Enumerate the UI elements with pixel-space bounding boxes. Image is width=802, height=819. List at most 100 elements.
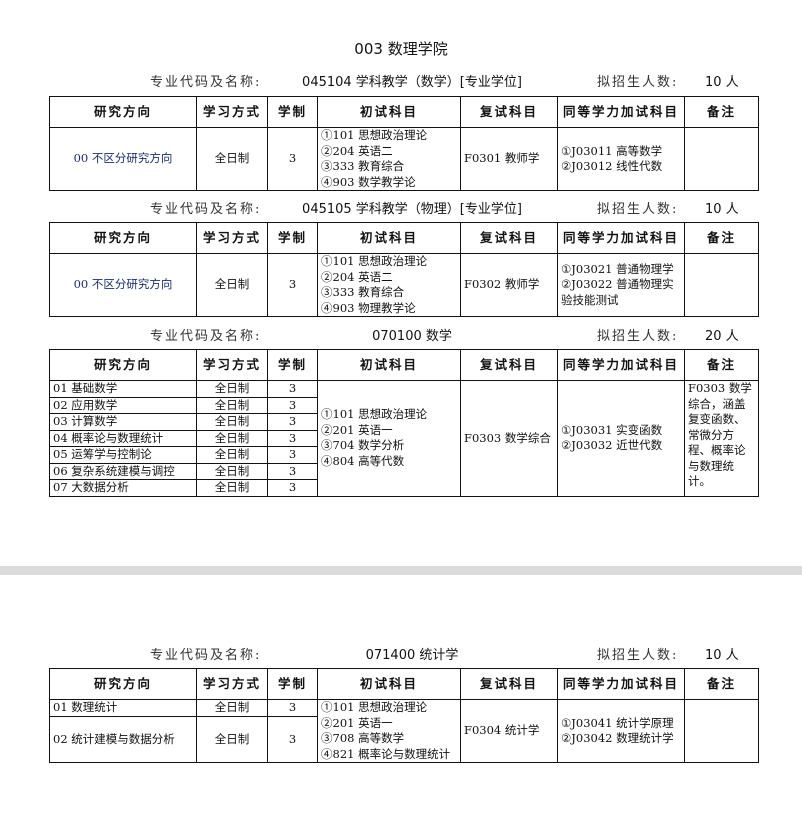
column-header: 复试科目 xyxy=(460,96,558,128)
column-header: 研究方向 xyxy=(49,349,197,381)
study-years: 3 xyxy=(267,413,318,431)
extra-exam-subjects: ①J03041 统计学原理 ②J03042 数理统计学 xyxy=(557,699,685,763)
initial-exam-subjects: ①101 思想政治理论 ②204 英语二 ③333 教育综合 ④903 数学教学论 xyxy=(317,127,461,191)
column-header: 初试科目 xyxy=(317,349,461,381)
quota-label: 拟招生人数: xyxy=(597,75,679,90)
retest-subject: F0303 数学综合 xyxy=(460,380,558,497)
study-mode: 全日制 xyxy=(196,429,268,447)
study-years: 3 xyxy=(267,396,318,414)
extra-subject: ①J03031 实变函数 xyxy=(561,422,663,437)
column-header: 备注 xyxy=(684,222,759,254)
exam-subject: ④903 物理教学论 xyxy=(321,300,416,315)
research-direction: 01 基础数学 xyxy=(49,380,197,398)
extra-subject: ①J03011 高等数学 xyxy=(561,143,663,158)
table-row: 00 不区分研究方向 全日制 3 ①101 思想政治理论 ②204 英语二 ③333 教育… xyxy=(49,127,759,191)
exam-subject: ③333 教育综合 xyxy=(321,159,405,173)
exam-subject: ④903 数学教学论 xyxy=(321,174,416,189)
table-row: 01 基础数学 全日制 3 ①101 思想政治理论 ②201 英语一 ③704 数学分析 ④… xyxy=(49,380,759,497)
study-mode: 全日制 xyxy=(196,380,268,398)
extra-subject: ①J03021 普通物理学 xyxy=(561,261,674,276)
study-years: 3 xyxy=(267,380,318,398)
study-mode: 全日制 xyxy=(196,446,268,464)
exam-subject: ①101 思想政治理论 xyxy=(321,700,428,715)
quota-label: 拟招生人数: xyxy=(597,648,679,663)
column-header: 复试科目 xyxy=(460,668,558,700)
page-separator xyxy=(0,566,802,575)
study-years: 3 xyxy=(267,715,318,764)
extra-subject: ①J03041 统计学原理 xyxy=(561,715,674,730)
column-header: 复试科目 xyxy=(460,222,558,254)
retest-subject: F0304 统计学 xyxy=(460,699,558,763)
major-label: 专业代码及名称: xyxy=(150,648,262,663)
major-info: 专业代码及名称: 045105 学科教学（物理）[专业学位] 拟招生人数: 10 人 xyxy=(0,198,802,217)
column-header: 学习方式 xyxy=(196,222,268,254)
quota-value: 20 人 xyxy=(705,329,739,344)
exam-subject: ②204 英语二 xyxy=(321,269,393,284)
program-table: 研究方向 学习方式 学制 初试科目 复试科目 同等学力加试科目 备注 01 数理统计 全日制 3 ①… xyxy=(49,668,759,764)
major-info: 专业代码及名称: 071400 统计学 拟招生人数: 10 人 xyxy=(0,644,802,663)
initial-exam-subjects: ①101 思想政治理论 ②204 英语二 ③333 教育综合 ④903 物理教学论 xyxy=(317,253,461,317)
extra-exam-subjects: ①J03011 高等数学 ②J03012 线性代数 xyxy=(557,127,685,191)
remarks: F0303 数学综合，涵盖复变函数、常微分方程、概率论与数理统计。 xyxy=(684,380,759,497)
study-years: 3 xyxy=(267,446,318,464)
table-row: 04 概率论与数理统计 全日制 3 xyxy=(49,429,759,447)
research-direction: 05 运筹学与控制论 xyxy=(49,446,197,464)
study-mode: 全日制 xyxy=(196,699,268,717)
column-header: 学制 xyxy=(267,96,318,128)
extra-subject: ②J03012 线性代数 xyxy=(561,159,663,173)
major-info: 专业代码及名称: 070100 数学 拟招生人数: 20 人 xyxy=(0,325,802,344)
major-name: 045105 学科教学（物理）[专业学位] xyxy=(302,202,522,217)
extra-exam-subjects: ①J03021 普通物理学 ②J03022 普通物理实验技能测试 xyxy=(557,253,685,317)
header-row: 研究方向 学习方式 学制 初试科目 复试科目 同等学力加试科目 备注 xyxy=(49,222,759,254)
header-row: 研究方向 学习方式 学制 初试科目 复试科目 同等学力加试科目 备注 xyxy=(49,96,759,128)
major-info: 专业代码及名称: 045104 学科教学（数学）[专业学位] 拟招生人数: 10 人 xyxy=(0,71,802,90)
table-row: 05 运筹学与控制论 全日制 3 xyxy=(49,446,759,464)
study-years: 3 xyxy=(267,699,318,717)
study-years: 3 xyxy=(267,127,318,191)
program-table: 研究方向 学习方式 学制 初试科目 复试科目 同等学力加试科目 备注 00 不区分研究方向 全日… xyxy=(49,222,759,317)
remarks xyxy=(684,127,759,191)
table-row: 02 统计建模与数据分析 全日制 3 xyxy=(49,715,759,764)
column-header: 学制 xyxy=(267,668,318,700)
program-table: 研究方向 学习方式 学制 初试科目 复试科目 同等学力加试科目 备注 00 不区分研究方向 全日… xyxy=(49,96,759,191)
program-table: 研究方向 学习方式 学制 初试科目 复试科目 同等学力加试科目 备注 01 基础数学 全日制 3 ①… xyxy=(49,349,759,497)
study-mode: 全日制 xyxy=(196,479,268,497)
study-mode: 全日制 xyxy=(196,396,268,414)
research-direction: 07 大数据分析 xyxy=(49,479,197,497)
column-header: 复试科目 xyxy=(460,349,558,381)
research-direction: 01 数理统计 xyxy=(49,699,197,717)
extra-subject: ②J03022 普通物理实验技能测试 xyxy=(561,277,674,307)
column-header: 初试科目 xyxy=(317,96,461,128)
major-name: 071400 统计学 xyxy=(365,648,459,663)
quota-label: 拟招生人数: xyxy=(597,202,679,217)
major-name: 070100 数学 xyxy=(372,329,452,344)
table-row: 07 大数据分析 全日制 3 xyxy=(49,479,759,497)
column-header: 备注 xyxy=(684,349,759,381)
study-years: 3 xyxy=(267,479,318,497)
quota-value: 10 人 xyxy=(705,648,739,663)
research-direction: 06 复杂系统建模与调控 xyxy=(49,462,197,480)
exam-subject: ②201 英语一 xyxy=(321,422,393,437)
exam-subject: ③704 数学分析 xyxy=(321,438,405,453)
header-row: 研究方向 学习方式 学制 初试科目 复试科目 同等学力加试科目 备注 xyxy=(49,349,759,381)
quota-value: 10 人 xyxy=(705,202,739,217)
quota-value: 10 人 xyxy=(705,75,739,90)
research-direction: 03 计算数学 xyxy=(49,413,197,431)
research-direction: 04 概率论与数理统计 xyxy=(49,429,197,447)
retest-subject: F0301 教师学 xyxy=(460,127,558,191)
column-header: 研究方向 xyxy=(49,96,197,128)
remarks xyxy=(684,253,759,317)
extra-subject: ②J03032 近世代数 xyxy=(561,438,663,453)
column-header: 学习方式 xyxy=(196,668,268,700)
column-header: 同等学力加试科目 xyxy=(557,96,685,128)
exam-subject: ④821 概率论与数理统计 xyxy=(321,746,451,761)
major-name: 045104 学科教学（数学）[专业学位] xyxy=(302,75,522,90)
extra-exam-subjects: ①J03031 实变函数 ②J03032 近世代数 xyxy=(557,380,685,497)
table-row: 06 复杂系统建模与调控 全日制 3 xyxy=(49,462,759,480)
column-header: 备注 xyxy=(684,668,759,700)
exam-subject: ①101 思想政治理论 xyxy=(321,254,428,269)
study-years: 3 xyxy=(267,253,318,317)
study-mode: 全日制 xyxy=(196,462,268,480)
exam-subject: ①101 思想政治理论 xyxy=(321,407,428,422)
initial-exam-subjects: ①101 思想政治理论 ②201 英语一 ③708 高等数学 ④821 概率论与数理统… xyxy=(317,699,461,763)
